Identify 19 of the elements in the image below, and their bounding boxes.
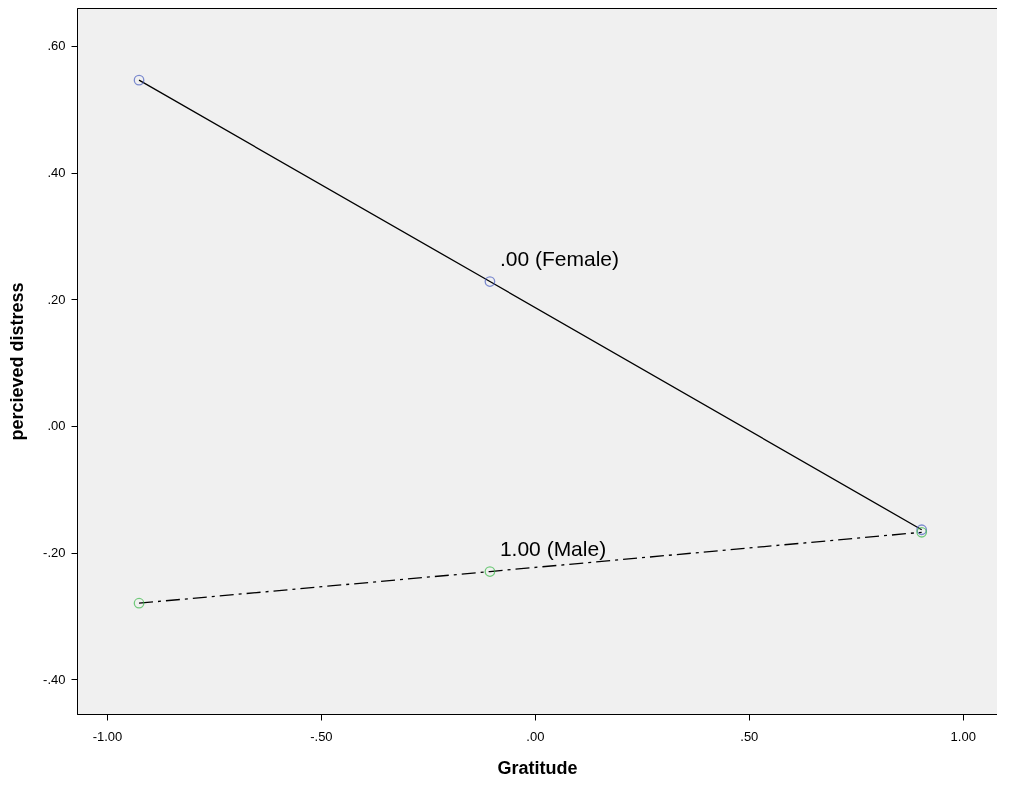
point — [133, 74, 145, 86]
y-tick-label: .20 — [47, 291, 66, 307]
point — [484, 276, 496, 287]
point — [133, 597, 145, 609]
x-tick-label: .00 — [526, 728, 545, 744]
x-tick-label: .50 — [740, 728, 759, 744]
x-tick-label: -.50 — [310, 728, 333, 744]
y-tick-label: .40 — [47, 165, 66, 181]
series-label: .00 (Female) — [499, 246, 619, 270]
y-tick-label: .60 — [47, 38, 66, 54]
y-tick-label: -.20 — [43, 545, 66, 561]
series-label: 1.00 (Male) — [499, 536, 607, 560]
x-tick-label: -1.00 — [92, 728, 123, 744]
x-axis-title: Gratitude — [497, 757, 578, 778]
y-axis-title: percieved distress — [7, 282, 28, 441]
x-tick-label: 1.00 — [950, 728, 976, 744]
point — [484, 566, 496, 577]
y-tick-label: .00 — [47, 418, 66, 434]
y-tick-label: -.40 — [43, 671, 66, 687]
